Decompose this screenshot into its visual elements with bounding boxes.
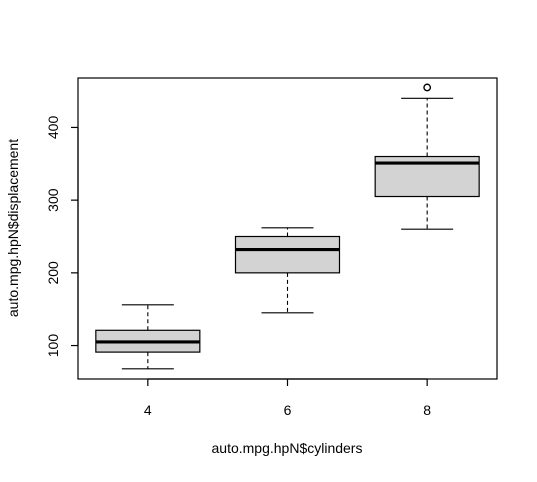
x-tick-label-6: 6 — [284, 402, 292, 418]
x-tick-label-4: 4 — [144, 402, 152, 418]
outlier-point-8-0 — [423, 83, 432, 92]
y-axis-label: auto.mpg.hpN$displacement — [5, 139, 21, 317]
box-6 — [234, 235, 341, 274]
y-tick-label-300: 300 — [45, 188, 61, 212]
y-tick-label-100: 100 — [45, 334, 61, 358]
y-tick-label-200: 200 — [45, 261, 61, 285]
x-axis-label: auto.mpg.hpN$cylinders — [212, 440, 363, 456]
plot-area: 100 200 300 400 4 6 8 — [45, 77, 498, 418]
x-tick-label-8: 8 — [423, 402, 431, 418]
y-tick-label-400: 400 — [45, 116, 61, 140]
